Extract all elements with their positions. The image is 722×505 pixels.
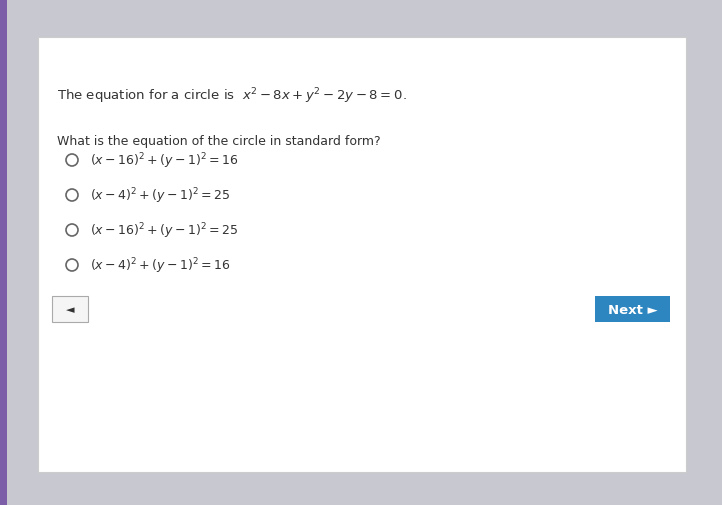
FancyBboxPatch shape: [52, 296, 88, 322]
Text: $(x - 16)^2 + (y - 1)^2 = 16$: $(x - 16)^2 + (y - 1)^2 = 16$: [90, 151, 239, 171]
Text: $(x - 4)^2 + (y - 1)^2 = 16$: $(x - 4)^2 + (y - 1)^2 = 16$: [90, 256, 231, 275]
FancyBboxPatch shape: [39, 39, 687, 473]
Text: What is the equation of the circle in standard form?: What is the equation of the circle in st…: [57, 135, 380, 147]
Text: $(x - 16)^2 + (y - 1)^2 = 25$: $(x - 16)^2 + (y - 1)^2 = 25$: [90, 221, 238, 240]
FancyBboxPatch shape: [38, 38, 686, 472]
Text: ◄: ◄: [66, 305, 74, 315]
Text: The equation for a circle is  $x^2 - 8x + y^2 - 2y - 8 = 0$.: The equation for a circle is $x^2 - 8x +…: [57, 86, 406, 106]
Text: $(x - 4)^2 + (y - 1)^2 = 25$: $(x - 4)^2 + (y - 1)^2 = 25$: [90, 186, 230, 206]
Bar: [0, 0, 7, 505]
Text: Next ►: Next ►: [608, 303, 657, 316]
FancyBboxPatch shape: [595, 296, 670, 322]
